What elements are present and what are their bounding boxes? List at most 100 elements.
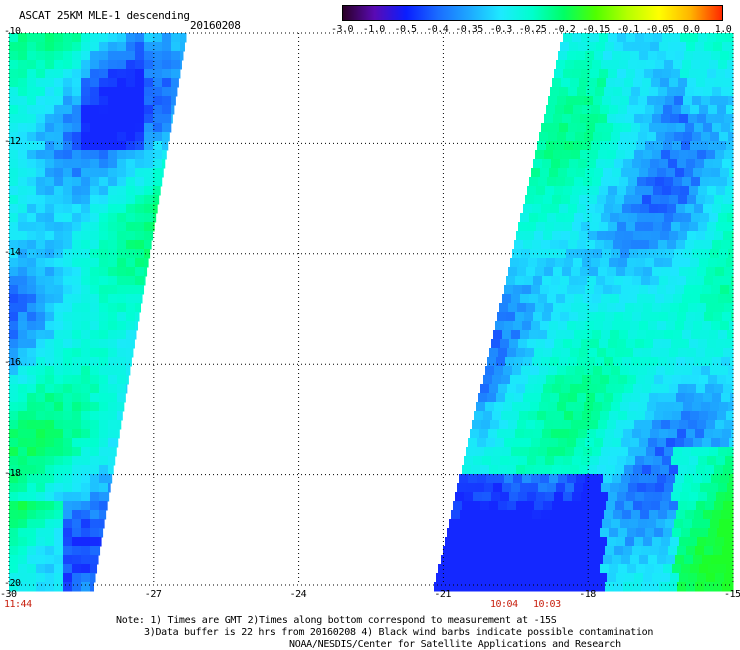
swath-pixel	[36, 96, 46, 106]
swath-pixel	[727, 330, 734, 340]
swath-pixel	[630, 321, 640, 331]
swath-pixel	[653, 339, 663, 349]
swath-pixel	[732, 78, 734, 88]
swath-pixel	[18, 582, 28, 592]
swath-pixel	[692, 366, 702, 376]
swath-pixel	[135, 78, 145, 88]
swath-pixel	[682, 483, 692, 493]
swath-pixel	[596, 582, 606, 592]
swath-pixel	[63, 141, 73, 151]
swath-pixel	[36, 150, 46, 160]
swath-pixel	[720, 168, 730, 178]
swath-pixel	[528, 375, 538, 385]
swath-pixel	[162, 168, 164, 178]
swath-pixel	[81, 465, 91, 475]
swath-pixel	[550, 204, 560, 214]
swath-pixel	[502, 294, 512, 304]
swath-pixel	[691, 177, 701, 187]
swath-pixel	[666, 168, 676, 178]
swath-pixel	[662, 456, 672, 466]
swath-pixel	[63, 60, 73, 70]
swath-pixel	[723, 195, 733, 205]
swath-pixel	[695, 546, 705, 556]
swath-pixel	[599, 69, 609, 79]
swath-pixel	[705, 384, 715, 394]
swath-pixel	[108, 141, 118, 151]
swath-pixel	[672, 528, 682, 538]
swath-pixel	[571, 114, 581, 124]
swath-pixel	[568, 510, 578, 520]
swath-pixel	[678, 384, 688, 394]
swath-pixel	[645, 258, 655, 268]
swath-pixel	[652, 150, 662, 160]
swath-pixel	[458, 519, 468, 529]
swath-pixel	[63, 546, 73, 556]
swath-pixel	[597, 501, 607, 511]
swath-pixel	[540, 321, 550, 331]
swath-pixel	[696, 231, 706, 241]
swath-pixel	[9, 465, 19, 475]
swath-pixel	[81, 528, 91, 538]
swath-pixel	[63, 159, 73, 169]
swath-pixel	[489, 465, 499, 475]
swath-pixel	[99, 366, 109, 376]
swath-pixel	[601, 294, 611, 304]
swath-pixel	[700, 60, 710, 70]
swath-pixel	[27, 483, 37, 493]
swath-pixel	[612, 168, 622, 178]
swath-pixel	[447, 564, 457, 574]
swath-pixel	[527, 222, 537, 232]
swath-pixel	[630, 51, 640, 61]
swath-pixel	[90, 483, 100, 493]
swath-pixel	[45, 150, 55, 160]
swath-pixel	[647, 249, 657, 259]
swath-pixel	[662, 33, 672, 43]
swath-pixel	[704, 429, 714, 439]
swath-pixel	[572, 33, 582, 43]
swath-pixel	[18, 330, 28, 340]
swath-pixel	[680, 456, 690, 466]
swath-pixel	[504, 285, 514, 295]
swath-pixel	[72, 150, 82, 160]
swath-pixel	[45, 519, 55, 529]
swath-pixel	[671, 69, 681, 79]
swath-pixel	[655, 294, 665, 304]
swath-pixel	[492, 564, 502, 574]
swath-pixel	[18, 123, 28, 133]
swath-pixel	[637, 177, 647, 187]
swath-pixel	[135, 249, 145, 259]
swath-pixel	[472, 420, 482, 430]
swath-pixel	[72, 51, 82, 61]
swath-pixel	[54, 132, 64, 142]
swath-pixel	[698, 222, 708, 232]
swath-pixel	[99, 33, 109, 43]
swath-pixel	[538, 177, 548, 187]
swath-pixel	[81, 186, 91, 196]
swath-pixel	[36, 393, 46, 403]
swath-pixel	[594, 168, 604, 178]
swath-pixel	[563, 33, 573, 43]
swath-pixel	[99, 375, 109, 385]
swath-pixel	[607, 420, 617, 430]
swath-pixel	[726, 141, 734, 151]
swath-pixel	[675, 474, 685, 484]
swath-pixel	[9, 420, 19, 430]
swath-pixel	[575, 249, 585, 259]
swath-pixel	[686, 159, 696, 169]
swath-pixel	[117, 105, 127, 115]
swath-pixel	[162, 51, 172, 61]
swath-pixel	[620, 402, 630, 412]
swath-pixel	[636, 141, 646, 151]
swath-pixel	[711, 555, 721, 565]
swath-pixel	[649, 393, 659, 403]
swath-pixel	[618, 411, 628, 421]
swath-pixel	[619, 330, 629, 340]
swath-pixel	[455, 492, 465, 502]
swath-pixel	[672, 258, 682, 268]
x-tick-label: -27	[144, 589, 162, 600]
swath-pixel	[108, 231, 118, 241]
swath-pixel	[706, 573, 716, 583]
swath-pixel	[513, 321, 523, 331]
swath-pixel	[610, 213, 620, 223]
swath-pixel	[81, 231, 91, 241]
